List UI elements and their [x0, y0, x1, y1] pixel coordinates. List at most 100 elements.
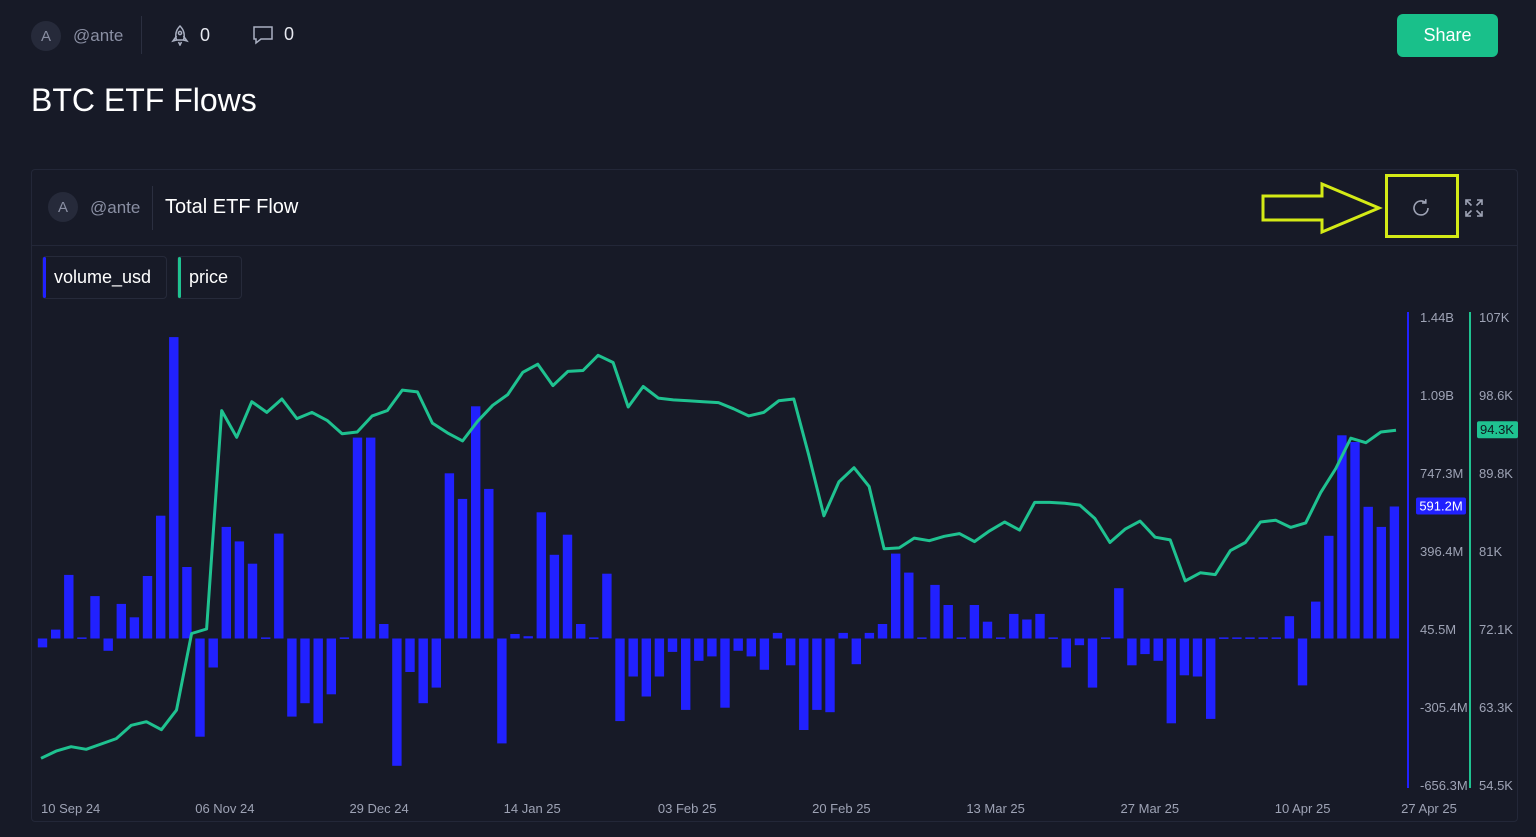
volume-bar[interactable] — [169, 337, 179, 639]
volume-bar[interactable] — [1232, 637, 1242, 639]
volume-bar[interactable] — [864, 632, 875, 639]
volume-bar[interactable] — [720, 638, 730, 708]
volume-bar[interactable] — [405, 638, 415, 673]
volume-bar[interactable] — [982, 621, 993, 639]
volume-bar[interactable] — [733, 638, 743, 651]
panel-author-handle[interactable]: @ante — [90, 198, 141, 217]
volume-bar[interactable] — [77, 637, 87, 639]
volume-bar[interactable] — [510, 634, 520, 639]
volume-bar[interactable] — [1206, 638, 1216, 719]
volume-bar[interactable] — [313, 638, 323, 724]
volume-bar[interactable] — [1022, 619, 1032, 639]
volume-bar[interactable] — [1153, 638, 1163, 661]
panel-avatar[interactable]: A — [48, 192, 78, 222]
volume-bar[interactable] — [694, 638, 704, 661]
volume-bar[interactable] — [707, 638, 717, 657]
comments-stat[interactable]: 0 — [252, 24, 294, 45]
volume-bar[interactable] — [641, 638, 651, 697]
volume-bar[interactable] — [549, 554, 560, 639]
volume-bar[interactable] — [247, 563, 258, 639]
volume-bar[interactable] — [326, 638, 336, 695]
volume-bar[interactable] — [1258, 637, 1268, 639]
volume-bar[interactable] — [812, 638, 822, 710]
volume-bar[interactable] — [681, 638, 691, 710]
volume-bar[interactable] — [667, 638, 678, 652]
volume-bar[interactable] — [956, 637, 966, 639]
volume-bar[interactable] — [746, 638, 756, 657]
volume-bar[interactable] — [182, 567, 192, 639]
volume-bar[interactable] — [1101, 637, 1111, 639]
volume-bar[interactable] — [589, 637, 599, 639]
volume-bar[interactable] — [379, 624, 389, 639]
volume-bar[interactable] — [1376, 526, 1386, 639]
volume-bar[interactable] — [129, 617, 140, 639]
volume-bar[interactable] — [64, 574, 74, 639]
legend-item-price[interactable]: price — [177, 256, 242, 299]
volume-bar[interactable] — [536, 512, 546, 639]
volume-bar[interactable] — [1074, 638, 1085, 646]
volume-bar[interactable] — [1324, 535, 1334, 639]
volume-bar[interactable] — [891, 553, 901, 639]
volume-bar[interactable] — [1009, 613, 1019, 639]
volume-bar[interactable] — [1337, 435, 1347, 639]
volume-bar[interactable] — [156, 515, 166, 639]
volume-bar[interactable] — [930, 584, 940, 639]
volume-bar[interactable] — [825, 638, 835, 713]
volume-bar[interactable] — [654, 638, 665, 677]
volume-bar[interactable] — [339, 637, 350, 639]
volume-bar[interactable] — [772, 632, 783, 639]
volume-bar[interactable] — [1035, 613, 1045, 639]
volume-bar[interactable] — [917, 637, 927, 639]
volume-bar[interactable] — [877, 624, 888, 639]
volume-bar[interactable] — [943, 605, 953, 639]
volume-bar[interactable] — [1271, 637, 1281, 639]
volume-bar[interactable] — [1363, 506, 1373, 639]
volume-bar[interactable] — [1311, 601, 1321, 639]
volume-bar[interactable] — [103, 638, 113, 651]
volume-bar[interactable] — [996, 637, 1006, 639]
volume-bar[interactable] — [300, 638, 310, 704]
likes-stat[interactable]: 0 — [170, 24, 210, 46]
share-button[interactable]: Share — [1397, 14, 1498, 57]
author-handle[interactable]: @ante — [73, 26, 124, 45]
volume-bar[interactable] — [1114, 588, 1124, 639]
volume-bar[interactable] — [904, 572, 914, 639]
volume-bar[interactable] — [628, 638, 638, 677]
volume-bar[interactable] — [352, 437, 363, 639]
volume-bar[interactable] — [1245, 637, 1255, 639]
volume-bar[interactable] — [1284, 616, 1295, 639]
volume-bar[interactable] — [523, 636, 533, 639]
volume-bar[interactable] — [51, 629, 61, 639]
volume-bar[interactable] — [1192, 638, 1203, 677]
volume-bar[interactable] — [562, 534, 573, 639]
volume-bar[interactable] — [431, 638, 441, 688]
volume-bar[interactable] — [576, 624, 586, 639]
volume-bar[interactable] — [261, 637, 271, 639]
volume-bar[interactable] — [759, 638, 770, 670]
volume-bar[interactable] — [195, 638, 205, 737]
volume-bar[interactable] — [1179, 638, 1190, 676]
fullscreen-button[interactable] — [1460, 194, 1488, 222]
volume-bar[interactable] — [1389, 506, 1400, 639]
refresh-button[interactable] — [1407, 194, 1435, 222]
volume-bar[interactable] — [1048, 637, 1058, 639]
volume-bar[interactable] — [799, 638, 809, 731]
legend-item-volume-usd[interactable]: volume_usd — [42, 256, 167, 299]
volume-bar[interactable] — [142, 576, 153, 639]
volume-bar[interactable] — [969, 605, 980, 639]
volume-bar[interactable] — [1166, 638, 1176, 724]
volume-bar[interactable] — [1350, 442, 1360, 639]
volume-bar[interactable] — [471, 406, 481, 639]
volume-bar[interactable] — [1087, 638, 1098, 688]
volume-bar[interactable] — [208, 638, 218, 668]
volume-bar[interactable] — [37, 638, 48, 648]
volume-bar[interactable] — [1219, 637, 1229, 639]
volume-bar[interactable] — [221, 526, 231, 639]
avatar[interactable]: A — [31, 21, 61, 51]
volume-bar[interactable] — [90, 596, 100, 639]
volume-bar[interactable] — [234, 541, 245, 639]
volume-bar[interactable] — [1061, 638, 1071, 668]
volume-bar[interactable] — [392, 638, 402, 766]
volume-bar[interactable] — [287, 638, 297, 717]
volume-bar[interactable] — [1127, 638, 1137, 666]
